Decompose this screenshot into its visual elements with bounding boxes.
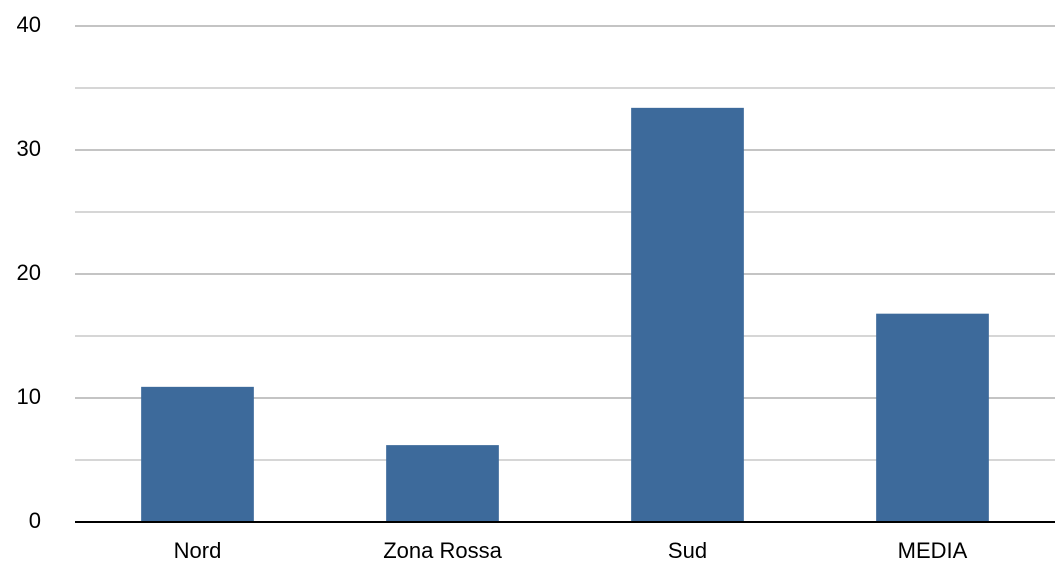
x-tick-label: MEDIA <box>898 538 968 563</box>
bar <box>141 386 254 522</box>
x-tick-label: Nord <box>174 538 222 563</box>
bar <box>876 313 989 522</box>
bar <box>631 107 744 522</box>
y-tick-label: 30 <box>17 136 41 161</box>
y-tick-label: 20 <box>17 260 41 285</box>
x-tick-label: Sud <box>668 538 707 563</box>
bar <box>386 445 499 522</box>
y-tick-label: 0 <box>29 508 41 533</box>
y-tick-label: 10 <box>17 384 41 409</box>
y-tick-label: 40 <box>17 12 41 37</box>
x-tick-label: Zona Rossa <box>383 538 502 563</box>
